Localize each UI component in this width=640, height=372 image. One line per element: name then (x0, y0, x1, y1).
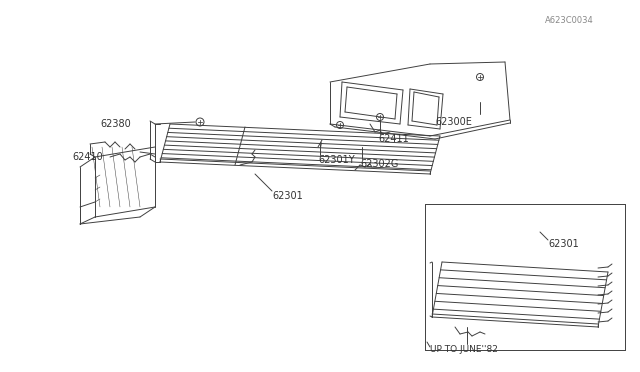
Text: 62301Y: 62301Y (318, 155, 355, 165)
Text: 62301: 62301 (548, 239, 579, 249)
Text: 62301: 62301 (272, 191, 303, 201)
Text: UP TO JUNE''82: UP TO JUNE''82 (430, 346, 498, 355)
Text: 62302G: 62302G (360, 159, 398, 169)
Text: 62300E: 62300E (435, 117, 472, 127)
Text: 62380: 62380 (100, 119, 131, 129)
Text: A623C0034: A623C0034 (545, 16, 594, 25)
Text: 62411: 62411 (378, 134, 409, 144)
Text: 62410: 62410 (72, 152, 103, 162)
